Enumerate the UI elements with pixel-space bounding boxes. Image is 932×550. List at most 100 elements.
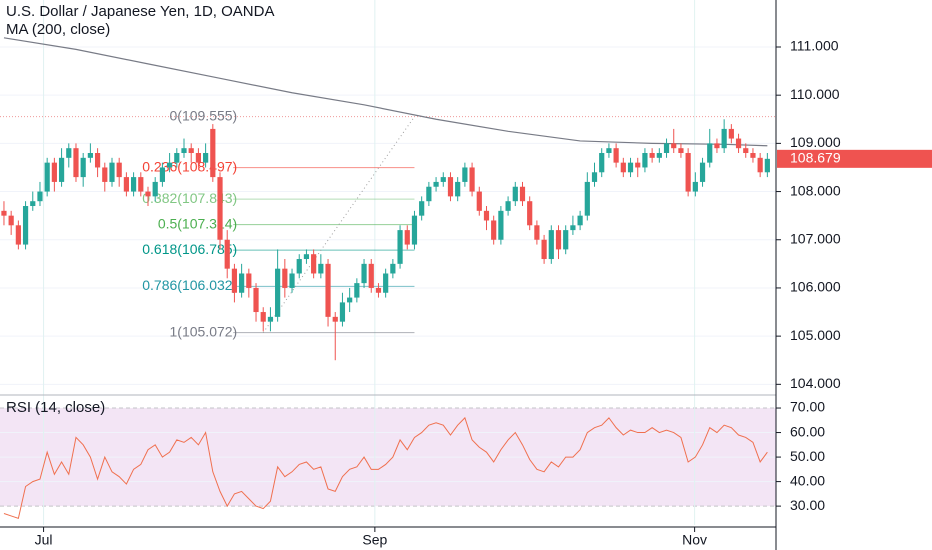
candle-body	[203, 153, 209, 163]
last-price-label: 108.679	[790, 150, 841, 166]
candle-body	[44, 162, 50, 192]
candle-body	[73, 148, 79, 178]
candle-body	[512, 186, 518, 202]
candle-body	[159, 167, 166, 182]
y-tick-label: 106.000	[790, 279, 841, 295]
last-price-badge	[777, 149, 932, 168]
candle-body	[51, 162, 57, 182]
y-tick-label: 105.000	[790, 327, 841, 343]
candle-body	[570, 225, 576, 231]
rsi-tick-label: 30.00	[790, 497, 825, 513]
candle-body	[275, 268, 281, 317]
candle-body	[577, 215, 583, 226]
candle-body	[375, 287, 382, 293]
candle-body	[303, 254, 310, 260]
candle-body	[138, 177, 144, 192]
candle-body	[368, 263, 374, 288]
candle-body	[599, 153, 605, 173]
candle-body	[728, 128, 734, 139]
rsi-tick-label: 60.00	[790, 423, 825, 439]
x-tick-label: Sep	[362, 532, 387, 548]
candle-body	[30, 201, 36, 207]
candle-body	[390, 263, 396, 274]
candle-body	[692, 181, 698, 192]
candle-body	[260, 312, 266, 322]
candle-body	[735, 138, 742, 149]
chart-title: U.S. Dollar / Japanese Yen, 1D, OANDA	[6, 3, 274, 20]
candle-body	[721, 128, 727, 149]
candle-body	[707, 143, 713, 163]
candle-body	[246, 273, 252, 288]
candle-body	[397, 230, 403, 264]
candle-body	[361, 263, 367, 284]
fib-level-label: 0.786(106.032)	[142, 277, 237, 293]
candle-body	[649, 153, 655, 158]
candle-body	[764, 158, 770, 173]
y-tick-label: 111.000	[790, 38, 839, 54]
candle-body	[116, 162, 122, 178]
candle-body	[167, 162, 173, 168]
y-tick-label: 110.000	[790, 86, 840, 102]
candle-body	[87, 153, 93, 158]
candle-body	[491, 220, 497, 240]
candle-body	[253, 287, 259, 313]
candle-body	[311, 254, 317, 274]
candle-body	[455, 181, 461, 197]
candle-body	[541, 239, 547, 260]
candle-body	[188, 148, 194, 154]
candle-body	[519, 186, 526, 202]
candle-body	[750, 153, 756, 158]
candle-body	[642, 153, 648, 168]
candle-body	[656, 153, 662, 158]
candle-body	[591, 172, 598, 182]
candle-body	[339, 302, 346, 322]
candle-body	[8, 215, 14, 226]
candle-body	[433, 181, 439, 187]
plot-layer: 104.000 105.000 106.000 107.000 108.000 109.0…	[0, 0, 841, 548]
candle-body	[404, 230, 410, 245]
fib-level-label: 0.236(108.497)	[142, 158, 237, 174]
candle-body	[210, 128, 216, 178]
rsi-tick-label: 40.00	[790, 472, 825, 488]
candle-body	[606, 148, 612, 154]
candle-body	[383, 273, 389, 293]
candle-body	[757, 157, 763, 173]
candle-body	[620, 162, 626, 173]
rsi-tick-label: 50.00	[790, 448, 825, 464]
candle-body	[563, 230, 569, 250]
candle-body	[411, 215, 418, 245]
candle-body	[37, 191, 43, 202]
fib-level-label: 0.5(107.314)	[158, 215, 237, 231]
candle-body	[102, 167, 108, 182]
y-tick-label: 108.000	[790, 182, 841, 198]
candle-body	[325, 263, 331, 317]
y-tick-label: 109.000	[790, 134, 841, 150]
candle-body	[22, 206, 29, 245]
candle-body	[195, 153, 202, 163]
candle-body	[318, 263, 324, 274]
x-tick-label: Nov	[682, 532, 707, 548]
candle-body	[584, 181, 590, 216]
candle-body	[224, 239, 230, 269]
candle-body	[555, 230, 562, 250]
candle-body	[239, 273, 245, 293]
candle-body	[123, 177, 129, 192]
candle-body	[505, 201, 511, 211]
y-tick-label: 107.000	[790, 230, 841, 246]
candle-body	[282, 268, 288, 288]
candle-body	[80, 157, 86, 178]
candle-body	[152, 181, 158, 197]
fib-level-label: 0.618(106.785)	[142, 241, 237, 257]
candle-body	[231, 268, 238, 293]
rsi-tick-label: 70.00	[790, 399, 825, 415]
candle-body	[685, 153, 691, 192]
candle-body	[635, 162, 641, 168]
candle-body	[94, 153, 101, 168]
candle-body	[447, 177, 454, 197]
candle-body	[15, 225, 21, 245]
candle-body	[527, 201, 533, 226]
candle-body	[267, 316, 274, 322]
candle-body	[534, 225, 540, 240]
candle-body	[671, 143, 677, 149]
